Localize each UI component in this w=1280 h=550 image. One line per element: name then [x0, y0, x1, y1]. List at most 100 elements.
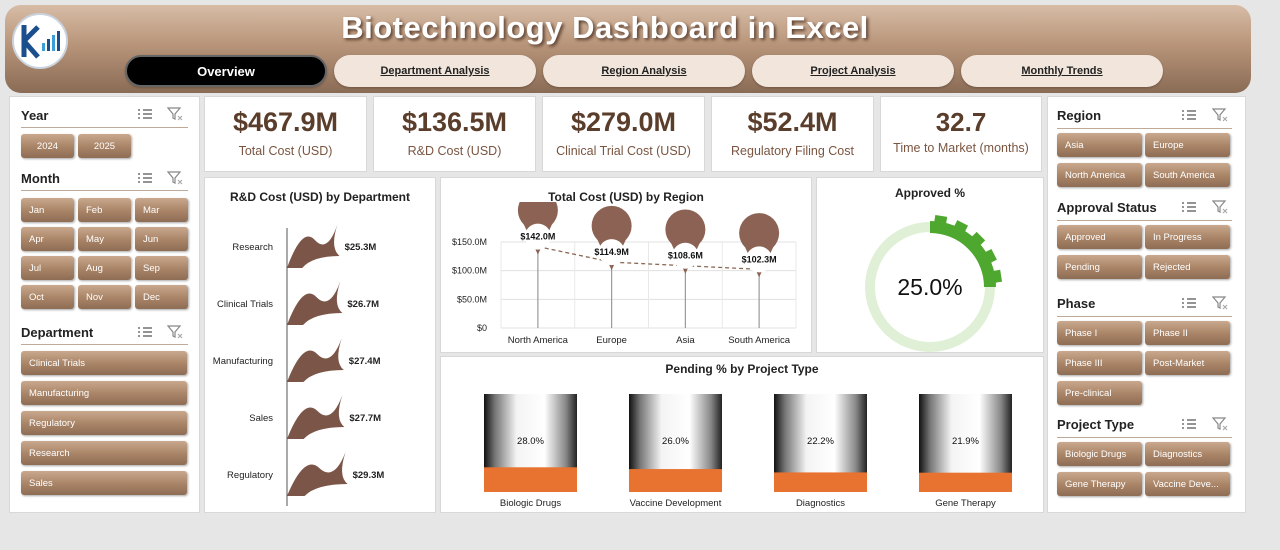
slicer-month-apr[interactable]: Apr	[21, 227, 74, 251]
slicer-department-clinical-trials[interactable]: Clinical Trials	[21, 351, 187, 375]
multi-select-icon[interactable]	[137, 325, 153, 339]
pending-by-project-type-chart: 28.0% Biologic Drugs 26.0% Vaccine Developm…	[484, 394, 1012, 509]
slicer-project_type-title: Project Type	[1057, 417, 1135, 432]
slicer-phase-phase-iii[interactable]: Phase III	[1057, 351, 1142, 375]
slicer-approval-title: Approval Status	[1057, 200, 1157, 215]
tab-monthly-trends[interactable]: Monthly Trends	[961, 55, 1163, 87]
tab-region-analysis[interactable]: Region Analysis	[543, 55, 745, 87]
slicer-approval-rejected[interactable]: Rejected	[1145, 255, 1230, 279]
tab-project-analysis[interactable]: Project Analysis	[752, 55, 954, 87]
multi-select-icon[interactable]	[137, 171, 153, 185]
kpi-label: Total Cost (USD)	[238, 144, 333, 158]
approved-percent-chart: 25.0%	[865, 214, 1003, 352]
clear-filter-icon[interactable]	[167, 171, 183, 185]
multi-select-icon[interactable]	[1181, 108, 1197, 122]
data-label: $29.3M	[353, 470, 385, 481]
kpi-value: $136.5M	[401, 107, 508, 137]
bar-clinical-trials	[287, 281, 343, 325]
slicer-month-aug[interactable]: Aug	[78, 256, 131, 280]
y-tick-label: $50.0M	[457, 294, 487, 304]
slicer-month-oct[interactable]: Oct	[21, 285, 74, 309]
slicer-phase-phase-ii[interactable]: Phase II	[1145, 321, 1230, 345]
chart-title: Pending % by Project Type	[665, 362, 819, 376]
y-tick-label: $100.0M	[452, 266, 487, 276]
tab-department-analysis[interactable]: Department Analysis	[334, 55, 536, 87]
multi-select-icon[interactable]	[1181, 417, 1197, 431]
kpi-value: $279.0M	[570, 107, 677, 137]
slicer-department-regulatory[interactable]: Regulatory	[21, 411, 187, 435]
x-tick-label: Asia	[676, 335, 695, 346]
gauge-tooth	[951, 220, 969, 237]
x-tick-label: South America	[728, 335, 790, 346]
multi-select-icon[interactable]	[1181, 296, 1197, 310]
slicer-month-dec[interactable]: Dec	[135, 285, 188, 309]
slicer-month-jul[interactable]: Jul	[21, 256, 74, 280]
kpi-value: $52.4M	[747, 107, 838, 137]
slicer-project-type-gene-therapy[interactable]: Gene Therapy	[1057, 472, 1142, 496]
fill-level	[919, 472, 1012, 492]
gauge-tooth	[988, 269, 1003, 284]
clear-filter-icon[interactable]	[1211, 417, 1228, 431]
slicer-region-south-america[interactable]: South America	[1145, 163, 1230, 187]
slicer-month-nov[interactable]: Nov	[78, 285, 131, 309]
slicer-phase-pre-clinical[interactable]: Pre-clinical	[1057, 381, 1142, 405]
slicer-month-jun[interactable]: Jun	[135, 227, 188, 251]
slicer-year-2024[interactable]: 2024	[21, 134, 74, 158]
slicer-phase-title: Phase	[1057, 296, 1096, 311]
slicer-phase-post-market[interactable]: Post-Market	[1145, 351, 1230, 375]
x-tick-label: North America	[508, 335, 569, 346]
slicer-month-feb[interactable]: Feb	[78, 198, 131, 222]
gauge-value-arc	[929, 221, 996, 288]
chart-rd-by-department-panel: R&D Cost (USD) by Department Research $25…	[204, 177, 436, 513]
page-title: Biotechnology Dashboard in Excel	[341, 10, 869, 45]
kpi-regulatory-filing-cost: $52.4M Regulatory Filing Cost	[711, 96, 874, 172]
gauge-tooth	[980, 248, 997, 266]
data-label: $108.6M	[668, 251, 703, 261]
slicer-project-type-diagnostics[interactable]: Diagnostics	[1145, 442, 1230, 466]
slicer-divider	[1057, 316, 1232, 317]
kpi-rd-cost: $136.5M R&D Cost (USD)	[373, 96, 536, 172]
clear-filter-icon[interactable]	[167, 325, 183, 339]
slicer-divider	[1057, 128, 1232, 129]
pin-marker	[739, 213, 780, 278]
series-line	[537, 245, 760, 270]
slicer-approval-pending[interactable]: Pending	[1057, 255, 1142, 279]
slicer-region-asia[interactable]: Asia	[1057, 133, 1142, 157]
y-tick-label: $0	[477, 323, 487, 333]
kpi-value: 32.7	[935, 107, 987, 137]
multi-select-icon[interactable]	[137, 107, 153, 121]
slicer-approval-approved[interactable]: Approved	[1057, 225, 1142, 249]
slicer-region-north-america[interactable]: North America	[1057, 163, 1142, 187]
slicer-phase-phase-i[interactable]: Phase I	[1057, 321, 1142, 345]
bar-research	[287, 224, 340, 268]
slicer-department-manufacturing[interactable]: Manufacturing	[21, 381, 187, 405]
clear-filter-icon[interactable]	[1211, 200, 1228, 214]
tab-overview[interactable]: Overview	[125, 55, 327, 87]
rd-by-department-chart: Research $25.3M Clinical Trials $26.7M Manuf…	[213, 224, 385, 506]
bar-manufacturing	[287, 338, 344, 382]
clear-filter-icon[interactable]	[167, 107, 183, 121]
slicer-department-sales[interactable]: Sales	[21, 471, 187, 495]
slicer-month-jan[interactable]: Jan	[21, 198, 74, 222]
data-label: $25.3M	[345, 242, 377, 253]
clear-filter-icon[interactable]	[1211, 108, 1228, 122]
slicer-year-2025[interactable]: 2025	[78, 134, 131, 158]
multi-select-icon[interactable]	[1181, 200, 1197, 214]
slicer-region-europe[interactable]: Europe	[1145, 133, 1230, 157]
data-label: $114.9M	[594, 247, 629, 257]
slicer-department-research[interactable]: Research	[21, 441, 187, 465]
data-label: $142.0M	[520, 232, 555, 242]
slicer-project-type-biologic-drugs[interactable]: Biologic Drugs	[1057, 442, 1142, 466]
data-label: 21.9%	[952, 436, 979, 447]
slicer-month-sep[interactable]: Sep	[135, 256, 188, 280]
data-label: 22.2%	[807, 436, 834, 447]
slicer-month-mar[interactable]: Mar	[135, 198, 188, 222]
data-label: 28.0%	[517, 436, 544, 447]
kpi-value: $467.9M	[232, 107, 339, 137]
clear-filter-icon[interactable]	[1211, 296, 1228, 310]
slicer-month-may[interactable]: May	[78, 227, 131, 251]
x-tick-label: Gene Therapy	[935, 498, 996, 509]
gauge-tooth	[933, 214, 948, 229]
slicer-project-type-vaccine-deve-[interactable]: Vaccine Deve...	[1145, 472, 1230, 496]
slicer-approval-in-progress[interactable]: In Progress	[1145, 225, 1230, 249]
